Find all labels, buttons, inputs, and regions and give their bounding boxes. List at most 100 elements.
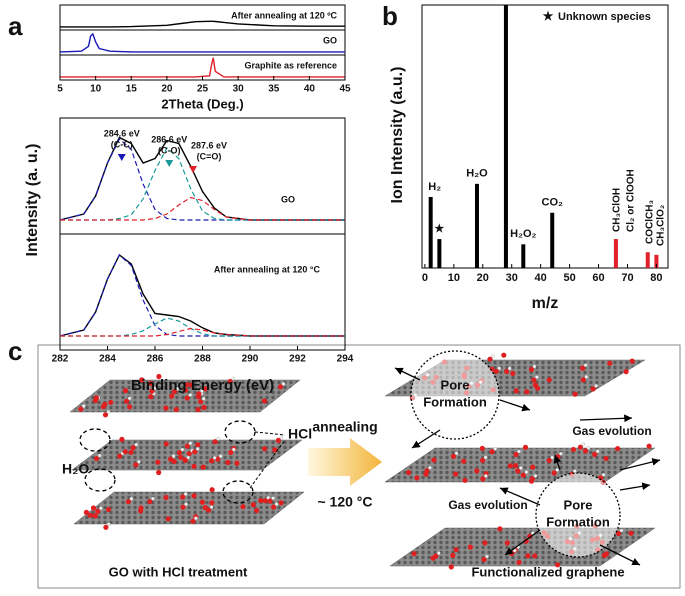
oxygen-atom xyxy=(93,395,99,401)
hydrogen-atom xyxy=(619,528,624,533)
peak-marker xyxy=(189,166,197,173)
process-arrow xyxy=(308,438,382,486)
panel-c-frame xyxy=(37,344,681,589)
x-tick-label: 10 xyxy=(90,84,102,95)
gas-arrow xyxy=(411,429,441,449)
legend-label: Unknown species xyxy=(558,11,651,23)
oxygen-atom xyxy=(171,389,178,395)
oxygen-atom xyxy=(424,468,430,474)
caption: Functionalized graphene xyxy=(471,564,624,579)
oxygen-atom xyxy=(646,443,652,449)
hydrogen-atom xyxy=(188,441,193,446)
label-hcl: HCl xyxy=(288,426,312,442)
oxygen-atom xyxy=(520,472,526,478)
legend-symbol: ★ xyxy=(543,9,554,23)
oxygen-atom xyxy=(267,498,273,504)
x-tick-label: 70 xyxy=(621,272,633,284)
oxygen-atom xyxy=(551,470,557,476)
hydrogen-atom xyxy=(483,455,488,460)
peak-energy: 286.6 eV xyxy=(151,134,187,144)
oxygen-atom xyxy=(173,406,179,413)
oxygen-atom xyxy=(171,458,177,465)
series-label: GO xyxy=(323,35,337,45)
oxygen-atom xyxy=(128,449,134,455)
x-tick-label: 0 xyxy=(422,272,428,284)
oxygen-atom xyxy=(513,388,519,394)
bar-label: CO₂ xyxy=(542,197,564,209)
x-tick-label: 292 xyxy=(289,354,306,365)
caption: GO with HCl treatment xyxy=(109,564,248,579)
x-tick-label: 20 xyxy=(477,272,489,284)
hydrogen-atom xyxy=(231,376,235,381)
series-label: After annealing at 120 °C xyxy=(214,264,321,274)
bar xyxy=(474,183,479,268)
oxygen-atom xyxy=(117,453,123,459)
oxygen-atom xyxy=(195,442,201,448)
oxygen-atom xyxy=(155,459,161,465)
hydrogen-atom xyxy=(194,516,198,521)
bar-label: CO xyxy=(498,0,515,1)
oxygen-atom xyxy=(182,457,188,463)
pore-region xyxy=(410,350,500,440)
hydrogen-atom xyxy=(129,496,134,501)
species-label: CH₃ClO₂ xyxy=(656,205,667,246)
x-tick-label: 40 xyxy=(535,272,547,284)
oxygen-atom xyxy=(582,448,589,454)
bar xyxy=(437,239,442,268)
hydrogen-atom xyxy=(212,455,217,460)
oxygen-atom xyxy=(192,449,198,455)
hydrogen-atom xyxy=(106,409,111,414)
series-label: Graphite as reference xyxy=(244,60,337,70)
hydrogen-atom xyxy=(201,396,206,401)
x-tick-label: 40 xyxy=(304,84,316,95)
hydrogen-atom xyxy=(216,436,220,441)
oxygen-atom xyxy=(130,445,136,451)
gas-label: Gas evolution xyxy=(572,424,651,438)
oxygen-atom xyxy=(87,512,93,518)
molecule-ring xyxy=(222,480,254,504)
oxygen-atom xyxy=(163,441,169,447)
hydrogen-atom xyxy=(581,442,586,447)
graphene-sheet xyxy=(69,379,301,413)
oxygen-atom xyxy=(148,380,154,386)
hydrogen-atom xyxy=(583,363,588,367)
hydrogen-atom xyxy=(195,446,200,451)
oxygen-atom xyxy=(184,382,190,388)
gas-arrow xyxy=(504,529,541,556)
oxygen-atom xyxy=(530,464,536,470)
x-tick-label: 5 xyxy=(57,84,63,95)
x-tick-label: 20 xyxy=(161,84,173,95)
panel-label: b xyxy=(382,1,398,31)
oxygen-atom xyxy=(147,499,153,505)
oxygen-atom xyxy=(453,471,459,477)
oxygen-atom xyxy=(95,508,101,514)
pore-region xyxy=(535,472,621,558)
oxygen-atom xyxy=(411,551,417,557)
oxygen-atom xyxy=(601,552,608,559)
peak-energy: 287.6 eV xyxy=(191,140,227,150)
panel-label: a xyxy=(8,11,23,41)
molecule-ring xyxy=(224,420,256,444)
hydrogen-atom xyxy=(209,505,214,509)
oxygen-atom xyxy=(209,500,215,506)
oxygen-atom xyxy=(163,405,169,411)
x-tick-label: 282 xyxy=(52,354,69,365)
diagram: HCl H₂O annealing ~ 120 °C Pore Formation Pore… xyxy=(62,350,661,579)
oxygen-atom xyxy=(202,386,208,392)
oxygen-atom xyxy=(254,507,260,514)
oxygen-atom xyxy=(163,494,169,501)
oxygen-atom xyxy=(479,445,485,451)
panel-label: c xyxy=(8,336,22,366)
gas-arrow xyxy=(619,482,651,491)
bar-label: H₂O₂ xyxy=(510,228,536,240)
hydrogen-atom xyxy=(134,442,138,447)
oxygen-atom xyxy=(108,399,114,405)
hydrogen-atom xyxy=(151,496,155,501)
oxygen-atom xyxy=(487,356,493,362)
x-tick-label: 284 xyxy=(99,354,116,365)
hydrogen-atom xyxy=(107,522,111,527)
hydrogen-atom xyxy=(428,465,432,470)
oxygen-atom xyxy=(431,457,437,463)
series-line xyxy=(60,196,345,221)
oxygen-atom xyxy=(149,388,155,394)
